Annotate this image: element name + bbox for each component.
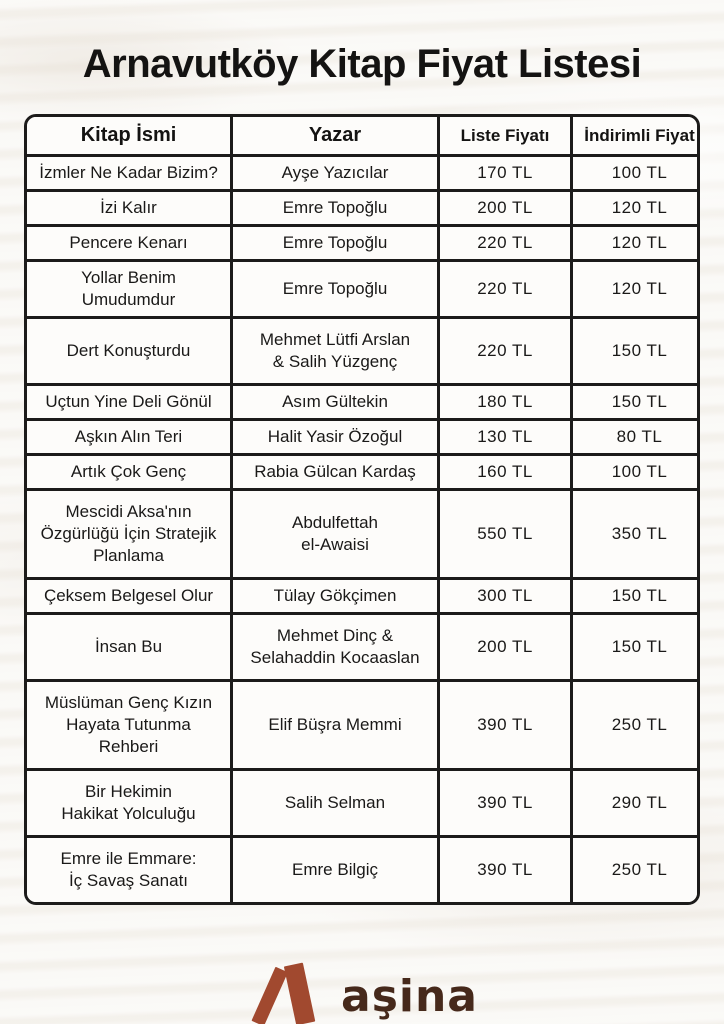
book-title-cell: Mescidi Aksa'nın Özgürlüğü İçin Strateji…	[27, 488, 233, 580]
column-header-author: Yazar	[230, 117, 440, 157]
table-row: Yollar Benim Umudumdur Emre Topoğlu 220 TL…	[27, 259, 697, 319]
author-cell: Tülay Gökçimen	[230, 577, 440, 615]
book-title-cell: Uçtun Yine Deli Gönül	[27, 383, 233, 421]
table-row: Pencere Kenarı Emre Topoğlu 220 TL 120 TL	[27, 224, 697, 262]
book-title-cell: Bir Hekimin Hakikat Yolculuğu	[27, 768, 233, 838]
page-title: Arnavutköy Kitap Fiyat Listesi	[82, 42, 642, 86]
author-cell: Mehmet Dinç & Selahaddin Kocaaslan	[230, 612, 440, 682]
discount-price-cell: 250 TL	[570, 835, 697, 902]
table-row: Uçtun Yine Deli Gönül Asım Gültekin 180 TL…	[27, 383, 697, 421]
list-price-cell: 220 TL	[437, 316, 573, 386]
author-cell: Halit Yasir Özoğul	[230, 418, 440, 456]
discount-price-cell: 100 TL	[570, 154, 697, 192]
column-header-discount-price: İndirimli Fiyat	[570, 117, 697, 157]
table-body: İzmler Ne Kadar Bizim? Ayşe Yazıcılar 170 …	[27, 154, 697, 902]
author-cell: Ayşe Yazıcılar	[230, 154, 440, 192]
table-row: Çeksem Belgesel Olur Tülay Gökçimen 300 TL…	[27, 577, 697, 615]
book-title-cell: Müslüman Genç Kızın Hayata Tutunma Rehbe…	[27, 679, 233, 771]
discount-price-cell: 290 TL	[570, 768, 697, 838]
discount-price-cell: 150 TL	[570, 383, 697, 421]
brand-name: aşina	[341, 971, 478, 1022]
list-price-cell: 170 TL	[437, 154, 573, 192]
discount-price-cell: 150 TL	[570, 316, 697, 386]
table-row: Müslüman Genç Kızın Hayata Tutunma Rehbe…	[27, 679, 697, 771]
discount-price-cell: 120 TL	[570, 189, 697, 227]
table-row: İnsan Bu Mehmet Dinç & Selahaddin Kocaasl…	[27, 612, 697, 682]
author-cell: Emre Bilgiç	[230, 835, 440, 902]
column-header-list-price: Liste Fiyatı	[437, 117, 573, 157]
list-price-cell: 220 TL	[437, 259, 573, 319]
author-cell: Salih Selman	[230, 768, 440, 838]
discount-price-cell: 150 TL	[570, 577, 697, 615]
open-book-icon	[251, 962, 316, 1024]
author-cell: Rabia Gülcan Kardaş	[230, 453, 440, 491]
author-cell: Abdulfettah el-Awaisi	[230, 488, 440, 580]
price-table-container: Kitap İsmi Yazar Liste Fiyatı İndirimli …	[24, 114, 700, 905]
book-title-cell: İzi Kalır	[27, 189, 233, 227]
discount-price-cell: 80 TL	[570, 418, 697, 456]
table-row: Emre ile Emmare: İç Savaş Sanatı Emre Bil…	[27, 835, 697, 902]
price-table: Kitap İsmi Yazar Liste Fiyatı İndirimli …	[27, 117, 697, 902]
author-cell: Mehmet Lütfi Arslan & Salih Yüzgenç	[230, 316, 440, 386]
list-price-cell: 550 TL	[437, 488, 573, 580]
book-title-cell: Çeksem Belgesel Olur	[27, 577, 233, 615]
list-price-cell: 220 TL	[437, 224, 573, 262]
list-price-cell: 390 TL	[437, 679, 573, 771]
author-cell: Emre Topoğlu	[230, 259, 440, 319]
column-header-book: Kitap İsmi	[27, 117, 233, 157]
discount-price-cell: 120 TL	[570, 259, 697, 319]
book-title-cell: Yollar Benim Umudumdur	[27, 259, 233, 319]
list-price-cell: 390 TL	[437, 768, 573, 838]
table-row: Bir Hekimin Hakikat Yolculuğu Salih Selma…	[27, 768, 697, 838]
table-row: Mescidi Aksa'nın Özgürlüğü İçin Strateji…	[27, 488, 697, 580]
book-title-cell: Aşkın Alın Teri	[27, 418, 233, 456]
book-title-cell: Emre ile Emmare: İç Savaş Sanatı	[27, 835, 233, 902]
discount-price-cell: 100 TL	[570, 453, 697, 491]
author-cell: Elif Büşra Memmi	[230, 679, 440, 771]
discount-price-cell: 150 TL	[570, 612, 697, 682]
list-price-cell: 130 TL	[437, 418, 573, 456]
list-price-cell: 300 TL	[437, 577, 573, 615]
discount-price-cell: 350 TL	[570, 488, 697, 580]
header-row: Kitap İsmi Yazar Liste Fiyatı İndirimli …	[27, 117, 697, 157]
table-row: Artık Çok Genç Rabia Gülcan Kardaş 160 TL 1…	[27, 453, 697, 491]
list-price-cell: 180 TL	[437, 383, 573, 421]
author-cell: Emre Topoğlu	[230, 189, 440, 227]
table-row: Dert Konuşturdu Mehmet Lütfi Arslan & Sal…	[27, 316, 697, 386]
book-title-cell: Artık Çok Genç	[27, 453, 233, 491]
book-title-cell: İnsan Bu	[27, 612, 233, 682]
book-title-cell: Pencere Kenarı	[27, 224, 233, 262]
list-price-cell: 200 TL	[437, 189, 573, 227]
table-row: İzmler Ne Kadar Bizim? Ayşe Yazıcılar 170 …	[27, 154, 697, 192]
table-row: İzi Kalır Emre Topoğlu 200 TL 120 TL	[27, 189, 697, 227]
brand-footer: aşina	[0, 962, 724, 1024]
table-row: Aşkın Alın Teri Halit Yasir Özoğul 130 TL 8…	[27, 418, 697, 456]
book-title-cell: İzmler Ne Kadar Bizim?	[27, 154, 233, 192]
book-title-cell: Dert Konuşturdu	[27, 316, 233, 386]
discount-price-cell: 250 TL	[570, 679, 697, 771]
author-cell: Emre Topoğlu	[230, 224, 440, 262]
author-cell: Asım Gültekin	[230, 383, 440, 421]
list-price-cell: 160 TL	[437, 453, 573, 491]
list-price-cell: 390 TL	[437, 835, 573, 902]
discount-price-cell: 120 TL	[570, 224, 697, 262]
list-price-cell: 200 TL	[437, 612, 573, 682]
